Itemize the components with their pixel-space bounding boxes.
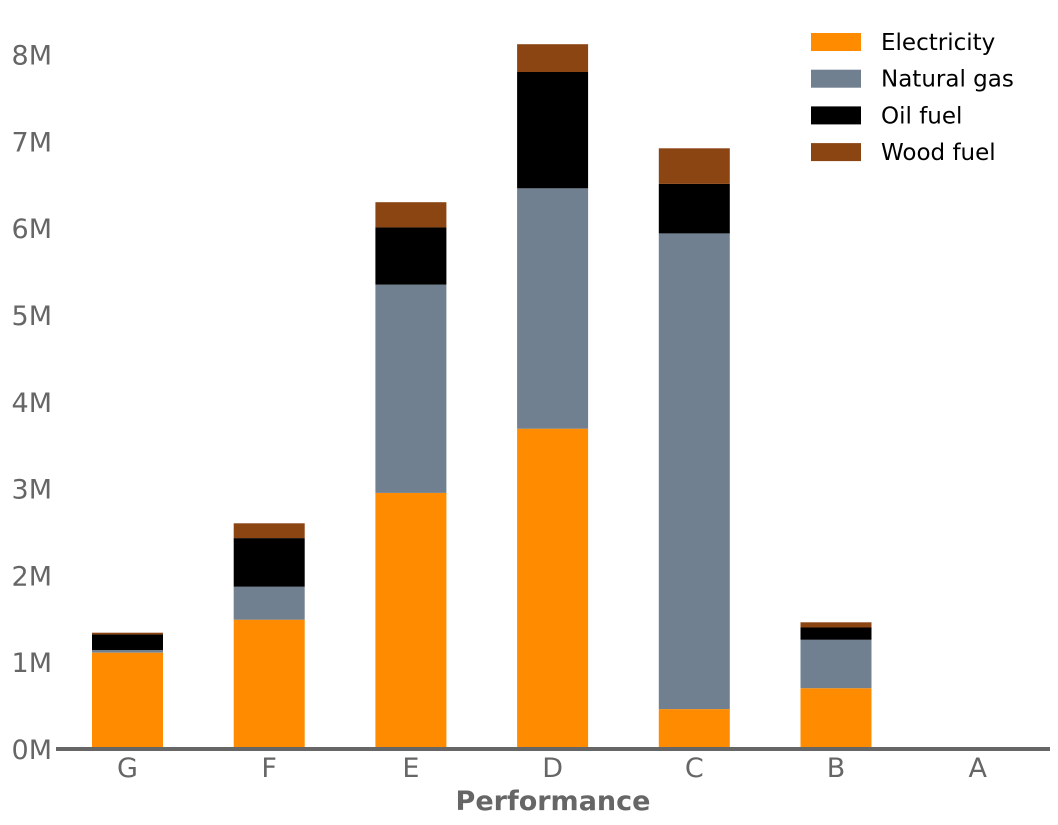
x-tick-label: D: [542, 753, 563, 784]
y-tick-label: 7M: [12, 127, 52, 158]
bar-b-natural-gas: [800, 639, 872, 689]
bar-b-oil-fuel: [800, 627, 872, 640]
bar-f-electricity: [233, 619, 305, 749]
x-axis-title: Performance: [456, 786, 651, 817]
legend-label-oil-fuel: Oil fuel: [881, 103, 962, 129]
bar-b-wood-fuel: [800, 622, 872, 628]
bar-c-natural-gas: [658, 233, 730, 710]
bar-e-oil-fuel: [375, 227, 447, 285]
x-tick-label: F: [261, 753, 277, 784]
x-tick-label: A: [968, 753, 987, 784]
bar-d-electricity: [517, 428, 589, 749]
bar-d-oil-fuel: [517, 72, 589, 189]
y-tick-label: 1M: [12, 648, 52, 679]
bar-g-oil-fuel: [92, 634, 163, 650]
bar-c-electricity: [658, 709, 730, 749]
y-tick-label: 0M: [12, 735, 52, 766]
legend-swatch-wood-fuel: [811, 143, 861, 162]
x-tick-label: G: [117, 753, 138, 784]
bar-c-wood-fuel: [658, 148, 730, 184]
legend-label-wood-fuel: Wood fuel: [881, 140, 996, 166]
bar-e-electricity: [375, 492, 447, 749]
y-tick-label: 6M: [12, 214, 52, 245]
y-tick-label: 3M: [12, 475, 52, 506]
bar-e-wood-fuel: [375, 202, 447, 228]
legend-swatch-oil-fuel: [811, 106, 861, 125]
y-axis-tick-labels: 0M 1M 2M 3M 4M 5M 6M 7M 8M: [12, 41, 52, 766]
legend-swatch-electricity: [811, 33, 861, 51]
legend-label-electricity: Electricity: [881, 30, 995, 56]
bar-g-wood-fuel: [92, 632, 163, 635]
bar-d-natural-gas: [517, 188, 589, 429]
bar-d-wood-fuel: [517, 44, 589, 72]
x-tick-label: C: [685, 753, 704, 784]
legend-label-natural-gas: Natural gas: [881, 67, 1014, 93]
y-tick-label: 5M: [12, 301, 52, 332]
x-tick-label: B: [827, 753, 846, 784]
y-tick-label: 2M: [12, 561, 52, 592]
bar-f-oil-fuel: [233, 538, 305, 587]
bars-group: [92, 44, 1014, 749]
legend-swatch-natural-gas: [811, 69, 861, 88]
y-tick-label: 4M: [12, 388, 52, 419]
bar-e-natural-gas: [375, 284, 447, 493]
y-tick-label: 8M: [12, 41, 52, 72]
legend: Electricity Natural gas Oil fuel Wood fuel: [811, 30, 1014, 166]
bar-f-natural-gas: [233, 586, 305, 620]
x-tick-label: E: [402, 753, 419, 784]
bar-f-wood-fuel: [233, 523, 305, 539]
bar-g-electricity: [92, 652, 163, 749]
bar-g-natural-gas: [92, 650, 163, 653]
bar-c-oil-fuel: [658, 183, 730, 234]
bar-b-electricity: [800, 688, 872, 749]
